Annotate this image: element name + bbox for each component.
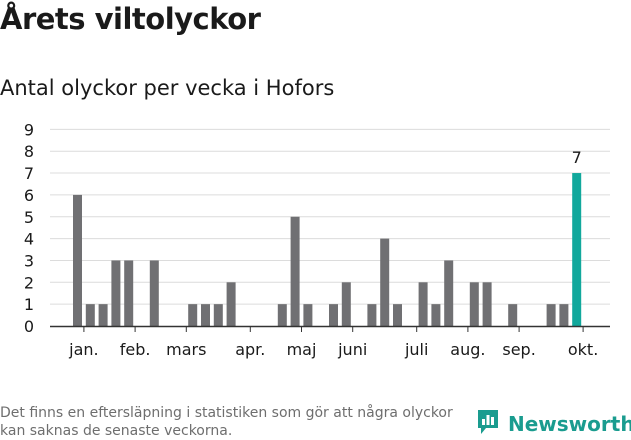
bar — [482, 282, 492, 326]
bar — [380, 238, 390, 326]
brand[interactable]: Newsworthy — [476, 408, 631, 440]
bar — [393, 304, 402, 326]
bar — [98, 304, 108, 326]
y-tick-label: 5 — [24, 208, 34, 227]
y-tick-label: 9 — [24, 120, 34, 139]
bar — [201, 304, 210, 326]
y-tick-label: 6 — [24, 186, 34, 205]
x-tick-label: juli — [404, 340, 428, 359]
y-tick-label: 2 — [24, 273, 34, 292]
x-tick-label: jan. — [68, 340, 98, 359]
bar — [226, 282, 236, 326]
y-tick-label: 3 — [24, 251, 34, 270]
footnote: Det finns en eftersläpning i statistiken… — [0, 405, 453, 439]
bar — [73, 194, 82, 326]
y-tick-label: 4 — [24, 230, 34, 249]
y-tick-label: 0 — [24, 317, 34, 336]
bar — [188, 304, 198, 326]
brand-name: Newsworthy — [508, 412, 631, 436]
x-tick-label: apr. — [235, 340, 265, 359]
x-tick-label: juni — [337, 340, 367, 359]
y-tick-label: 7 — [24, 164, 34, 183]
bar — [367, 304, 377, 326]
bar — [124, 260, 134, 326]
chart-subtitle: Antal olyckor per vecka i Hofors — [0, 76, 335, 100]
newsworthy-logo-icon — [476, 408, 500, 440]
x-tick-label: sep. — [502, 340, 535, 359]
bar-chart: 0 1 2 3 4 5 6 7 8 9 7 jan. feb. mars apr. maj juni juli au… — [24, 120, 610, 359]
bar — [546, 304, 556, 326]
bar — [85, 304, 95, 326]
bar — [431, 304, 441, 326]
highlighted-bar — [572, 173, 582, 326]
bar — [329, 304, 338, 326]
bar — [290, 216, 300, 326]
x-tick-label: aug. — [450, 340, 485, 359]
bar — [277, 304, 287, 326]
bar — [444, 260, 454, 326]
chart-title: Årets viltolyckor — [0, 2, 261, 36]
x-tick-label: feb. — [120, 340, 151, 359]
x-tick-label: maj — [287, 340, 317, 359]
y-tick-label: 8 — [24, 142, 34, 161]
bar — [111, 260, 121, 326]
bar — [303, 304, 313, 326]
x-tick-label: okt. — [568, 340, 598, 359]
x-tick-label: mars — [166, 340, 206, 359]
bar — [418, 282, 428, 326]
bar — [469, 282, 479, 326]
highlight-data-label: 7 — [572, 148, 582, 167]
bar — [559, 304, 569, 326]
y-tick-label: 1 — [24, 295, 34, 314]
bar — [213, 304, 223, 326]
bar — [341, 282, 351, 326]
bar — [508, 304, 518, 326]
bar — [149, 260, 159, 326]
